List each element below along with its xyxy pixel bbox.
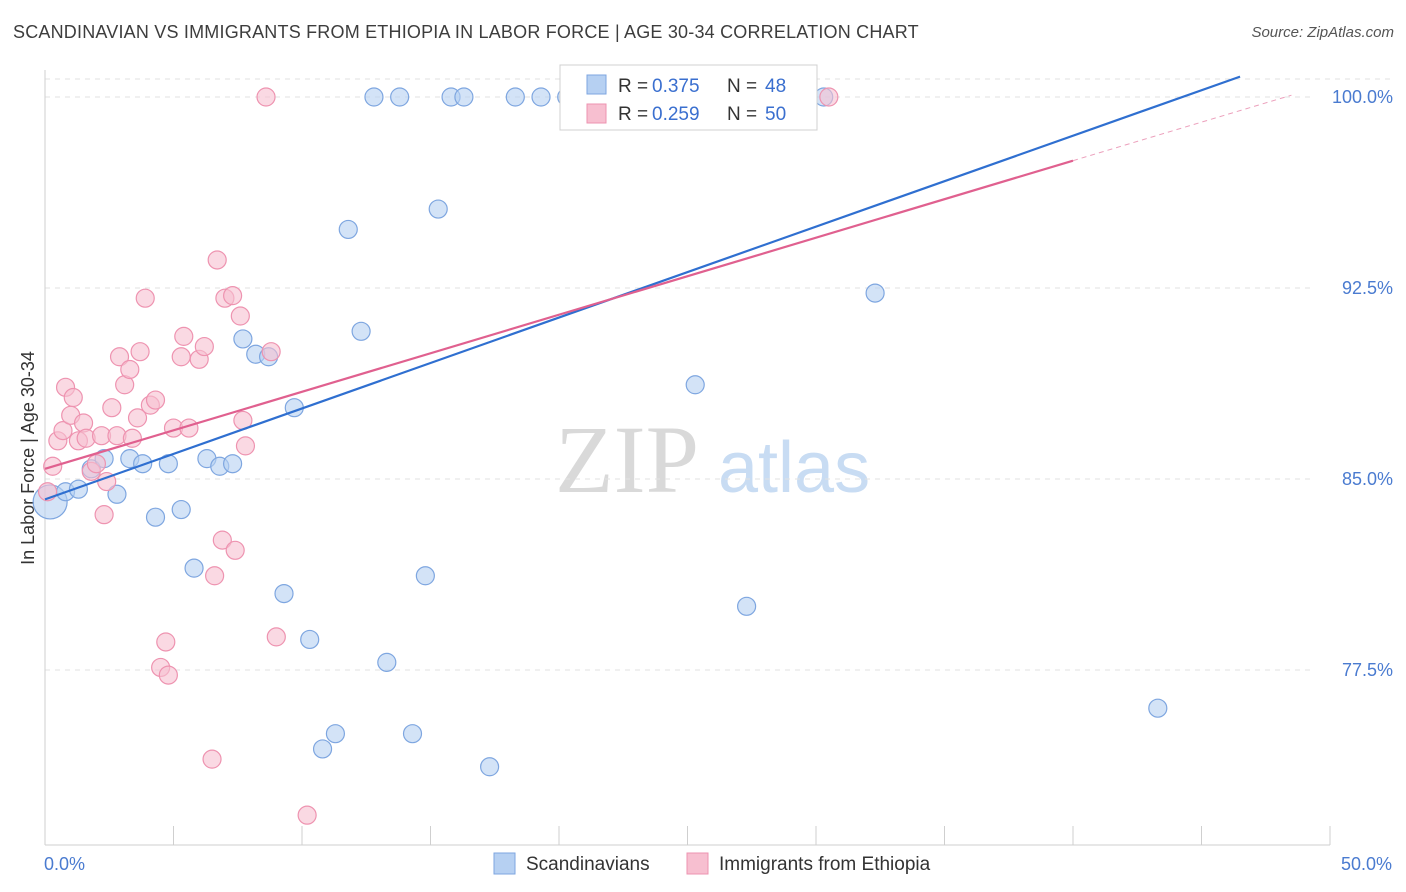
- trend-line-ethiopia-extension: [1072, 94, 1292, 162]
- y-tick-label: 92.5%: [1342, 278, 1393, 298]
- legend-n-label-1: N =: [727, 76, 757, 97]
- series-immigrants-from-ethiopia: [37, 87, 839, 825]
- chart-title: SCANDINAVIAN VS IMMIGRANTS FROM ETHIOPIA…: [13, 22, 919, 42]
- legend-n-value-2: 50: [765, 104, 786, 125]
- ethiopia-point: [235, 436, 256, 456]
- scandinavian-point: [390, 87, 410, 107]
- trend-line-ethiopia: [44, 159, 1074, 470]
- y-tick-label: 85.0%: [1342, 469, 1393, 489]
- scandinavian-point: [428, 199, 448, 219]
- scandinavian-point: [300, 629, 320, 650]
- ethiopia-point: [266, 627, 286, 647]
- ethiopia-point: [53, 421, 73, 441]
- scandinavian-point: [338, 219, 358, 240]
- scandinavian-point: [351, 321, 371, 341]
- legend-r-value-2: 0.259: [652, 104, 700, 125]
- ethiopia-point: [225, 540, 245, 560]
- source-label: Source: ZipAtlas.com: [1251, 24, 1394, 41]
- scandinavian-point: [184, 558, 204, 578]
- ethiopia-point: [207, 250, 227, 270]
- scandinavian-point: [171, 499, 191, 520]
- ethiopia-point: [256, 87, 276, 107]
- bottom-legend-label-ethiopia: Immigrants from Ethiopia: [719, 854, 931, 875]
- scandinavian-point: [531, 87, 551, 107]
- legend-r-label-1: R =: [618, 76, 648, 97]
- bottom-legend-label-scandinavians: Scandinavians: [526, 854, 650, 875]
- scandinavian-point: [865, 283, 885, 303]
- ethiopia-point: [86, 454, 107, 474]
- ethiopia-point: [145, 390, 166, 410]
- scandinavian-point: [737, 596, 757, 616]
- ethiopia-point: [212, 530, 232, 550]
- ethiopia-point: [174, 326, 194, 346]
- y-tick-labels: 77.5% 85.0% 92.5% 100.0%: [1332, 87, 1393, 680]
- bottom-legend-swatch-scandinavians: [493, 852, 516, 875]
- trend-lines: [44, 75, 1292, 501]
- watermark-zip: ZIP: [555, 406, 699, 513]
- scandinavian-point: [454, 87, 474, 107]
- scandinavian-point: [68, 479, 89, 499]
- y-tick-label: 77.5%: [1342, 660, 1393, 680]
- ethiopia-point: [102, 398, 122, 418]
- x-tick-marks: [44, 826, 1331, 845]
- correlation-legend: R = 0.375 N = 48 R = 0.259 N = 50: [559, 64, 818, 131]
- ethiopia-point: [223, 286, 243, 306]
- scandinavian-point: [377, 652, 397, 672]
- ethiopia-point: [194, 336, 214, 357]
- legend-r-value-1: 0.375: [652, 76, 700, 97]
- y-axis-label: In Labor Force | Age 30-34: [18, 351, 38, 565]
- ethiopia-point: [261, 342, 281, 362]
- scandinavian-point: [402, 724, 423, 744]
- ethiopia-point: [819, 87, 839, 107]
- ethiopia-point: [120, 359, 140, 380]
- legend-r-label-2: R =: [618, 104, 648, 125]
- scandinavian-point: [233, 329, 253, 349]
- ethiopia-point: [127, 408, 148, 428]
- ethiopia-point: [156, 632, 176, 652]
- scandinavian-point: [312, 739, 333, 759]
- y-tick-label: 100.0%: [1332, 87, 1393, 107]
- ethiopia-point: [130, 342, 150, 362]
- ethiopia-point: [158, 665, 178, 685]
- watermark-atlas: atlas: [718, 428, 870, 508]
- scandinavian-point: [415, 566, 435, 586]
- legend-n-value-1: 48: [765, 76, 786, 97]
- scandinavian-point: [1148, 698, 1168, 718]
- ethiopia-point: [63, 387, 83, 408]
- scandinavian-point: [685, 375, 705, 395]
- ethiopia-point: [135, 288, 155, 308]
- ethiopia-point: [94, 505, 114, 525]
- scandinavian-point: [274, 583, 294, 604]
- ethiopia-point: [109, 347, 130, 367]
- scandinavian-point: [505, 87, 525, 107]
- ethiopia-point: [205, 566, 225, 586]
- bottom-legend-swatch-ethiopia: [686, 852, 709, 875]
- legend-n-label-2: N =: [727, 104, 757, 125]
- gridlines: [45, 78, 1392, 671]
- scandinavian-point: [145, 507, 166, 527]
- scandinavian-point: [107, 484, 127, 504]
- x-tick-label-max: 50.0%: [1341, 854, 1392, 874]
- ethiopia-point: [171, 347, 191, 367]
- series-legend: Scandinavians Immigrants from Ethiopia: [493, 852, 931, 875]
- scandinavian-point: [364, 87, 384, 107]
- trend-line-scandinavians: [44, 75, 1241, 501]
- x-tick-label-min: 0.0%: [44, 854, 85, 874]
- legend-swatch-scandinavians: [586, 74, 607, 95]
- ethiopia-point: [297, 805, 317, 825]
- scandinavian-point: [325, 724, 346, 744]
- ethiopia-point: [230, 306, 250, 326]
- ethiopia-point: [202, 749, 222, 769]
- scandinavian-point: [223, 454, 243, 474]
- ethiopia-point: [122, 428, 142, 448]
- scandinavian-point: [480, 757, 500, 777]
- legend-swatch-ethiopia: [586, 103, 607, 124]
